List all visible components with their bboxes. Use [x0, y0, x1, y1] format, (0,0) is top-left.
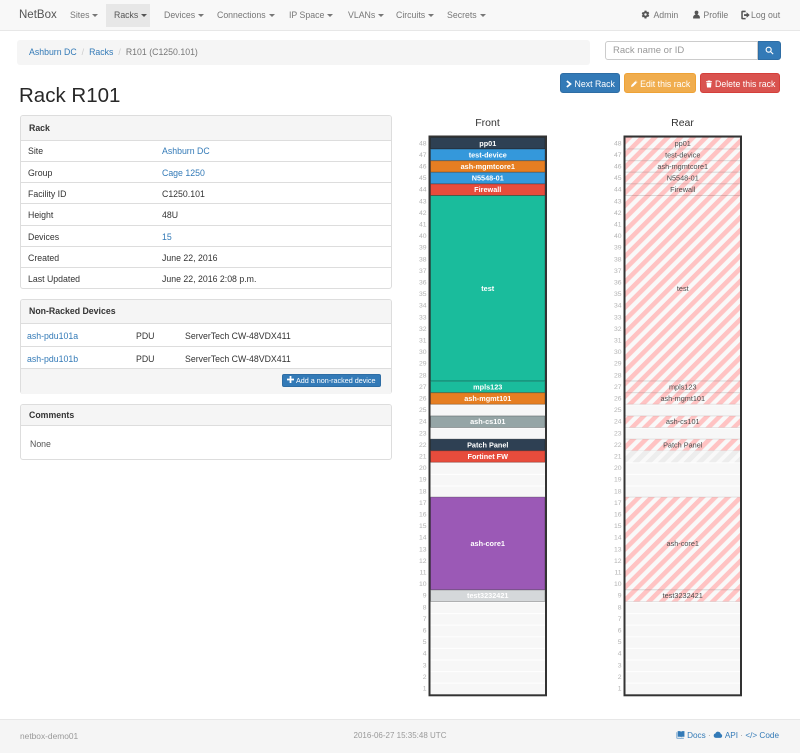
- svg-text:123456789101112131415161718192: 1234567891011121314151617181920212223242…: [419, 140, 427, 692]
- svg-text:123456789101112131415161718192: 1234567891011121314151617181920212223242…: [614, 140, 622, 692]
- svg-text:Fortinet FW: Fortinet FW: [467, 452, 508, 461]
- svg-text:Patch Panel: Patch Panel: [467, 440, 508, 449]
- svg-text:ash-core1: ash-core1: [667, 539, 699, 548]
- svg-text:mpls123: mpls123: [669, 382, 697, 391]
- svg-text:mpls123: mpls123: [473, 382, 502, 391]
- svg-text:pp01: pp01: [479, 139, 496, 148]
- svg-text:test-device: test-device: [469, 150, 507, 159]
- svg-text:test3232421: test3232421: [467, 591, 508, 600]
- svg-text:ash-mgmt101: ash-mgmt101: [660, 394, 705, 403]
- svg-text:test: test: [677, 284, 689, 293]
- svg-text:Firewall: Firewall: [474, 185, 501, 194]
- svg-text:pp01: pp01: [675, 139, 691, 148]
- svg-text:test: test: [481, 284, 495, 293]
- svg-text:Patch Panel: Patch Panel: [663, 440, 703, 449]
- svg-text:ash-core1: ash-core1: [471, 539, 505, 548]
- svg-text:ash-mgmtcore1: ash-mgmtcore1: [461, 162, 515, 171]
- svg-text:test3232421: test3232421: [663, 591, 703, 600]
- svg-text:Firewall: Firewall: [670, 185, 696, 194]
- svg-text:ash-mgmtcore1: ash-mgmtcore1: [657, 162, 708, 171]
- svg-text:ash-cs101: ash-cs101: [470, 417, 505, 426]
- svg-text:test-device: test-device: [665, 150, 700, 159]
- svg-text:ash-mgmt101: ash-mgmt101: [464, 394, 511, 403]
- svg-text:N5548-01: N5548-01: [472, 174, 504, 183]
- svg-text:N5548-01: N5548-01: [667, 174, 699, 183]
- svg-text:ash-cs101: ash-cs101: [666, 417, 700, 426]
